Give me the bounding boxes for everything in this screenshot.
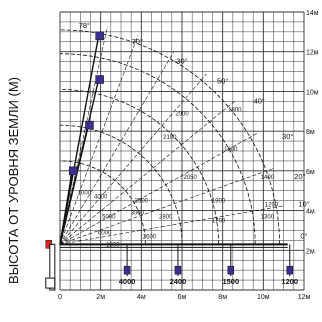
- curve-load-label: 6000: [98, 230, 112, 236]
- curve-load-label: 2600: [143, 234, 157, 240]
- curve-load-label: 2050: [183, 175, 197, 181]
- load-arc: [59, 89, 219, 245]
- boom-head: [95, 31, 104, 41]
- angle-label: 50°: [217, 76, 228, 85]
- angle-line: [59, 132, 258, 245]
- crane-column: [49, 243, 56, 291]
- angle-label: 0°: [300, 231, 307, 240]
- x-tick-label: 12м: [298, 294, 311, 301]
- hook-load-label: 2400: [170, 277, 187, 286]
- hook-load-label: 1200: [281, 277, 298, 286]
- crane-base: [45, 277, 56, 289]
- curve-load-label: 1600: [224, 147, 238, 153]
- boom-head: [68, 166, 78, 176]
- load-arc: [59, 29, 280, 245]
- boom-section: [59, 170, 73, 245]
- curve-load-label: 2800: [159, 215, 173, 221]
- curve-load-label: 1900: [212, 199, 226, 205]
- load-arc: [59, 160, 146, 245]
- hook-block: [227, 265, 235, 275]
- curve-load-label: 1200: [265, 203, 279, 209]
- angle-label: 30°: [282, 132, 293, 141]
- angle-label: 10°: [298, 200, 309, 209]
- boom-head: [95, 75, 104, 84]
- curve-load-label: 3500: [135, 199, 149, 205]
- angle-label: 78°: [79, 21, 90, 30]
- curve-load-label: 5000: [102, 215, 116, 221]
- curve-load-label: 1800: [228, 107, 242, 113]
- curve-load-label: 1000: [78, 191, 92, 197]
- x-tick-label: 8м: [218, 294, 227, 301]
- angle-label: 40°: [254, 96, 265, 105]
- hook-block: [123, 265, 131, 275]
- load-curves: [59, 26, 285, 245]
- hook-load-label: 4000: [119, 277, 136, 286]
- chart-grid: [59, 11, 305, 291]
- curve-load-label: 1500: [106, 242, 120, 248]
- angle-line: [59, 35, 139, 245]
- x-tick-label: 10м: [257, 294, 270, 301]
- x-tick-label: 6м: [178, 294, 187, 301]
- curve-load-label: 4000: [94, 195, 108, 201]
- angle-line: [59, 101, 235, 245]
- hook-block: [286, 265, 294, 275]
- boom-head: [85, 120, 94, 130]
- curve-load-label: 2000: [175, 111, 189, 117]
- curve-load-label: 3000: [131, 211, 145, 217]
- angle-label: 70°: [132, 37, 143, 46]
- angle-line: [59, 167, 275, 245]
- x-tick-label: 4м: [137, 294, 146, 301]
- boom-section: [59, 125, 90, 245]
- curve-load-label: 2100: [163, 135, 177, 141]
- x-tick-label: 2м: [96, 294, 105, 301]
- angle-line: [59, 73, 207, 245]
- boom-drawing: [45, 31, 294, 291]
- hook-block: [174, 265, 182, 275]
- load-arc: [59, 53, 256, 245]
- y-tick-label: 6м: [306, 169, 315, 176]
- hook-load-label: 1500: [222, 277, 239, 286]
- y-tick-label: 4м: [306, 209, 315, 216]
- curve-load-label: 1300: [261, 215, 275, 221]
- angle-label: 20°: [294, 172, 305, 181]
- curve-load-label: 1400: [261, 175, 275, 181]
- y-tick-label: 2м: [306, 248, 315, 255]
- curve-load-label: 1700: [212, 218, 226, 224]
- angle-line: [59, 205, 285, 245]
- x-tick-label: 0: [58, 294, 62, 301]
- chart-labels: 0 2м 4м 6м 8м 10м 12м 2м 4м 6м 8м 10м 12м 14м 78° 70° 30…: [58, 10, 319, 301]
- y-tick-label: 14м: [306, 10, 319, 17]
- angle-label: 30°: [176, 57, 187, 66]
- y-tick-label: 10м: [306, 89, 319, 96]
- y-axis-label: ВЫСОТА ОТ УРОВНЯ ЗЕМЛИ (М): [6, 77, 21, 284]
- angle-line: [59, 51, 175, 245]
- y-tick-label: 12м: [306, 50, 319, 57]
- y-tick-label: 8м: [306, 129, 315, 136]
